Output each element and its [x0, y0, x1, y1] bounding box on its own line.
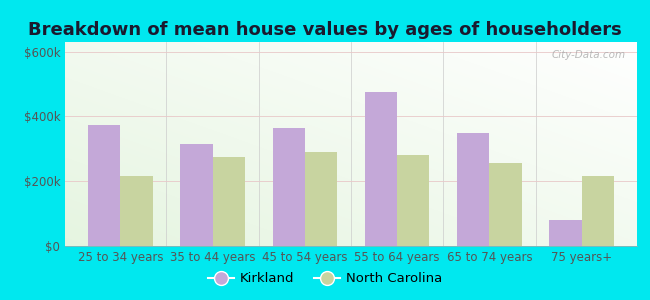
Bar: [549, 220, 582, 246]
Bar: [397, 155, 430, 246]
Text: City-Data.com: City-Data.com: [551, 50, 625, 60]
Text: Breakdown of mean house values by ages of householders: Breakdown of mean house values by ages o…: [28, 21, 622, 39]
Bar: [180, 144, 213, 246]
Bar: [305, 152, 337, 246]
Bar: [272, 128, 305, 246]
Bar: [365, 92, 397, 246]
Legend: Kirkland, North Carolina: Kirkland, North Carolina: [203, 267, 447, 290]
Bar: [457, 133, 489, 246]
Bar: [582, 176, 614, 246]
Bar: [213, 157, 245, 246]
Bar: [88, 124, 120, 246]
Bar: [489, 163, 522, 246]
Bar: [120, 176, 153, 246]
